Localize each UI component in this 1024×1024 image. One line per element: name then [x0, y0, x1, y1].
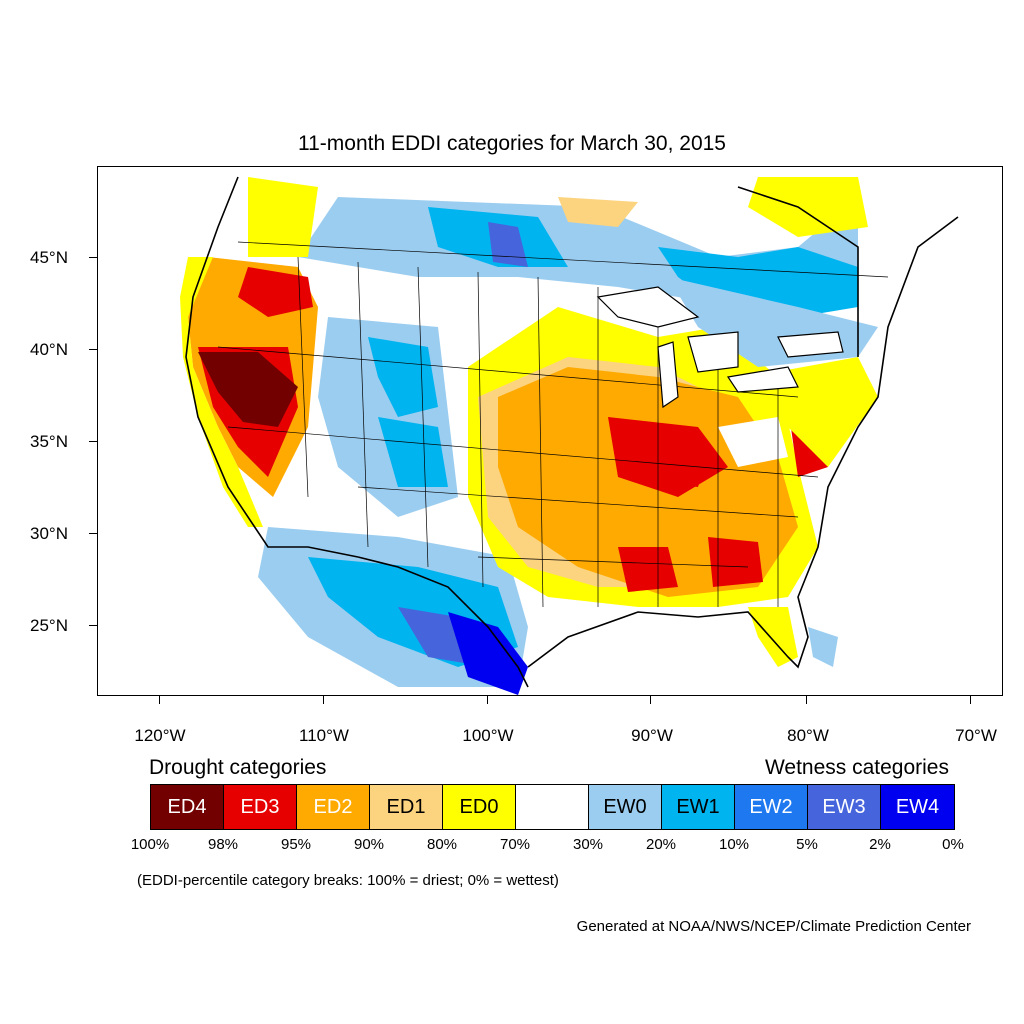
coastline-outlines — [185, 176, 959, 688]
southeast-ed3-west — [618, 547, 678, 592]
legend-cell-ed1: ED1 — [370, 785, 443, 829]
legend-cell-ew0: EW0 — [589, 785, 662, 829]
nevada-ed4 — [198, 352, 298, 427]
legend-cell-ew3: EW3 — [808, 785, 881, 829]
percentile-label: 30% — [572, 836, 604, 853]
credit-line: Generated at NOAA/NWS/NCEP/Climate Predi… — [576, 918, 971, 935]
percentile-label: 70% — [499, 836, 531, 853]
percentile-label: 5% — [796, 836, 818, 853]
state-borders — [217, 241, 889, 608]
lat-tick-45 — [89, 257, 97, 258]
lat-label-40: 40°N — [30, 340, 68, 359]
lat-label-25: 25°N — [30, 616, 68, 635]
colorado-ew1 — [378, 417, 448, 487]
lon-label-80: 80°W — [787, 726, 829, 745]
lon-tick-100 — [487, 696, 488, 704]
southeast-ed3-east — [708, 537, 763, 587]
lon-tick-80 — [806, 696, 807, 704]
lon-tick-110 — [323, 696, 324, 704]
wetness-categories-heading: Wetness categories — [764, 756, 949, 779]
percentile-label: 80% — [426, 836, 458, 853]
map-title: 11-month EDDI categories for March 30, 2… — [298, 132, 726, 155]
legend-cell-normal — [516, 785, 589, 829]
canada-ed0-west — [248, 177, 318, 257]
lon-tick-70 — [970, 696, 971, 704]
category-legend-bar: ED4 ED3 ED2 ED1 ED0 EW0 EW1 EW2 EW3 EW4 — [150, 784, 955, 830]
percentile-label: 2% — [869, 836, 891, 853]
lon-label-120: 120°W — [134, 726, 186, 745]
kentucky-ed3 — [658, 447, 708, 487]
appalachia-white — [718, 417, 788, 467]
lat-label-35: 35°N — [30, 432, 68, 451]
category-breaks-note: (EDDI-percentile category breaks: 100% =… — [137, 872, 559, 889]
lat-label-45: 45°N — [30, 248, 68, 267]
percentile-label: 95% — [280, 836, 312, 853]
percentile-label: 100% — [130, 836, 170, 853]
lon-label-100: 100°W — [462, 726, 514, 745]
florida-ed0 — [748, 607, 798, 667]
canada-ed0-north — [748, 177, 868, 237]
percentile-label: 20% — [645, 836, 677, 853]
lat-tick-35 — [89, 441, 97, 442]
percentile-label: 98% — [207, 836, 239, 853]
map-frame — [97, 166, 1003, 696]
legend-cell-ed3: ED3 — [224, 785, 297, 829]
lon-tick-90 — [650, 696, 651, 704]
florida-ew0 — [808, 627, 838, 667]
percentile-label: 10% — [718, 836, 750, 853]
lat-tick-40 — [89, 349, 97, 350]
oregon-ed3 — [238, 267, 313, 317]
canada-ed1-patch — [558, 197, 638, 227]
lat-label-30: 30°N — [30, 524, 68, 543]
legend-cell-ew4: EW4 — [881, 785, 954, 829]
lon-label-110: 110°W — [299, 726, 349, 745]
lon-label-90: 90°W — [631, 726, 673, 745]
lat-tick-30 — [89, 533, 97, 534]
lat-tick-25 — [89, 625, 97, 626]
lon-tick-120 — [159, 696, 160, 704]
legend-cell-ed2: ED2 — [297, 785, 370, 829]
rockies-ew1 — [368, 337, 438, 417]
legend-cell-ed4: ED4 — [151, 785, 224, 829]
lon-label-70: 70°W — [955, 726, 997, 745]
percentile-label: 0% — [942, 836, 964, 853]
percentile-label: 90% — [353, 836, 385, 853]
drought-categories-heading: Drought categories — [149, 756, 327, 779]
great-lakes — [596, 286, 844, 409]
legend-cell-ew1: EW1 — [662, 785, 735, 829]
legend-cell-ew2: EW2 — [735, 785, 808, 829]
texas-ew4 — [448, 612, 528, 695]
eddi-map — [98, 167, 1002, 695]
legend-cell-ed0: ED0 — [443, 785, 516, 829]
